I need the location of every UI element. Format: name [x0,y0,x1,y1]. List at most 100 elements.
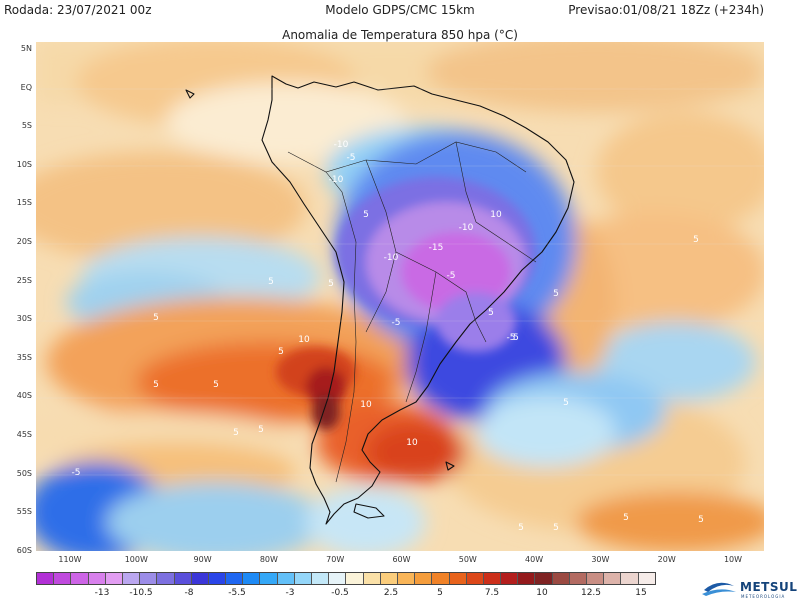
colorbar-label: 10 [536,588,548,598]
colorbar-label: -10.5 [129,588,153,598]
colorbar-swatch [518,573,536,584]
contour-label: 5 [513,333,519,343]
latitude-label: 55S [16,507,32,517]
colorbar-swatch [449,573,467,584]
colorbar-swatch [604,573,622,584]
colorbar-swatch [329,573,347,584]
colorbar-swatch [363,573,381,584]
contour-label: 5 [213,380,219,390]
colorbar-swatch [294,573,312,584]
colorbar-swatch [277,573,295,584]
latitude-label: 5S [21,121,32,131]
colorbar-swatch [191,573,209,584]
colorbar-swatch [54,573,72,584]
latitude-label: 50S [16,468,32,478]
latitude-label: 10S [16,159,32,169]
contour-label: 10 [406,438,418,448]
contour-label: 5 [258,425,264,435]
colorbar-swatch [260,573,278,584]
forecast-valid-time: Previsao:01/08/21 18Zz (+234h) [568,3,764,17]
colorbar-swatch [552,573,570,584]
latitude-label: 30S [16,314,32,324]
contour-label: 5 [553,289,559,299]
colorbar-label: 12.5 [580,588,602,598]
colorbar-swatch [535,573,553,584]
colorbar-swatch [312,573,330,584]
map-title: Anomalia de Temperatura 850 hpa (°C) [282,28,518,42]
colorbar-swatch [501,573,519,584]
contour-label: 10 [298,335,310,345]
longitude-label: 10W [723,555,743,564]
longitude-label: 100W [124,555,148,564]
colorbar-swatch [88,573,106,584]
latitude-label: 25S [16,275,32,285]
latitude-label: 40S [16,391,32,401]
longitude-label: 20W [657,555,676,564]
metsul-logo [702,582,736,596]
colorbar-swatch [397,573,416,584]
contour-label: 5 [563,398,569,408]
run-time: Rodada: 23/07/2021 00z [4,3,152,17]
logo-swoosh-icon [704,582,734,592]
colorbar-label: -3 [285,588,295,598]
colorbar-swatch [122,573,141,584]
contour-label: 5 [553,523,559,533]
model-name: Modelo GDPS/CMC 15km [325,3,475,17]
colorbar-swatch [346,573,364,584]
latitude-label: 35S [16,352,32,362]
contour-label: 5 [698,515,704,525]
contour-label: -10 [384,253,399,263]
coastlines [185,75,575,525]
contour-label: -5 [392,318,401,328]
colorbar-label: -0.5 [331,588,349,598]
graticule [36,88,764,476]
colorbar-label: 15 [635,588,647,598]
colorbar-swatch [380,573,398,584]
longitude-label: 60W [392,555,411,564]
contour-label: 10 [490,210,502,220]
colorbar-label: 5 [437,588,443,598]
contour-label: 5 [278,347,284,357]
colorbar-swatch [105,573,123,584]
longitude-label: 90W [193,555,212,564]
colorbar-label: -5.5 [228,588,246,598]
longitude-label: 30W [591,555,610,564]
colorbar [36,572,656,585]
longitude-label: 70W [326,555,345,564]
contour-label: 5 [363,210,369,220]
contour-label: -15 [429,243,444,253]
contour-label: -10 [329,175,344,185]
colorbar-swatch [587,573,605,584]
colorbar-swatch [174,573,192,584]
colorbar-swatch [466,573,484,584]
contour-label: 10 [360,400,372,410]
anomaly-field-broad [36,42,764,551]
latitude-label: EQ [20,82,32,92]
colorbar-swatch [226,573,244,584]
logo-wordmark: METSUL [740,580,798,594]
contour-label: -5 [507,333,516,343]
colorbar-swatch [638,573,655,584]
contour-label: 5 [518,523,524,533]
contour-label: 5 [328,279,334,289]
colorbar-swatch [140,573,158,584]
colorbar-swatch [157,573,175,584]
colorbar-swatch [37,573,55,584]
longitude-label: 50W [458,555,477,564]
colorbar-swatch [621,573,639,584]
colorbar-label: 2.5 [383,588,399,598]
latitude-label: 5N [20,44,32,53]
colorbar-swatch [569,573,587,584]
colorbar-label: -8 [184,588,194,598]
contour-label: 5 [153,313,159,323]
contour-label: -5 [447,271,456,281]
contour-label: -5 [347,153,356,163]
longitude-label: 40W [525,555,544,564]
logo-tagline: METEOROLOGIA [741,594,786,599]
contour-label: 5 [488,308,494,318]
contour-label: 5 [233,428,239,438]
contour-label: -5 [72,468,81,478]
longitude-label: 110W [58,555,82,564]
colorbar-swatch [243,573,261,584]
country-borders [287,141,537,483]
